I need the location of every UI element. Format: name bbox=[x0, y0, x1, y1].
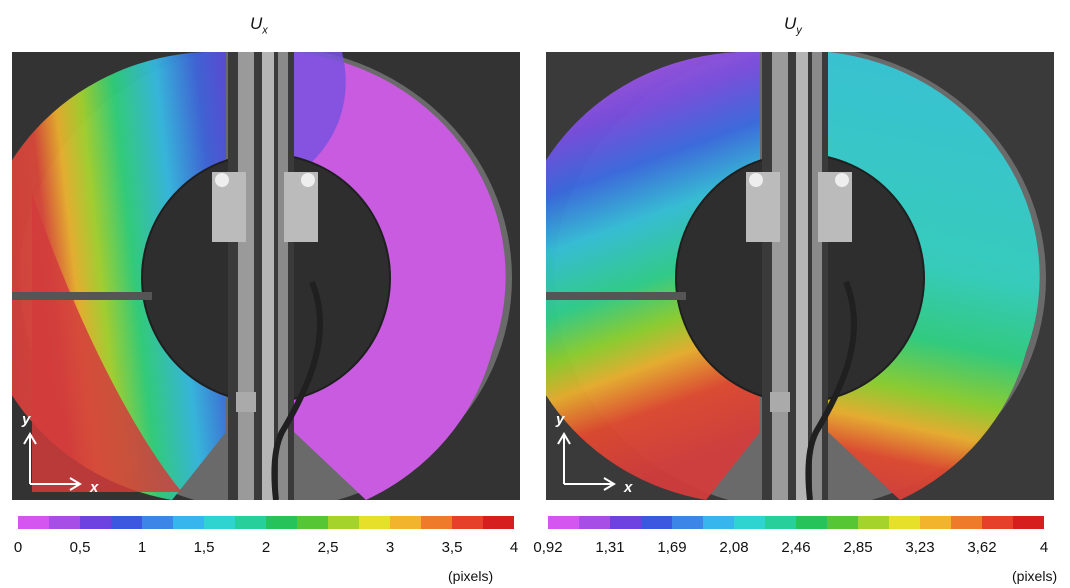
colorbar-swatch bbox=[359, 516, 390, 529]
colorbar-tick-label: 3 bbox=[385, 539, 395, 556]
ux-axis-x-label: x bbox=[89, 479, 99, 496]
colorbar-tick-label: 0,92 bbox=[533, 539, 563, 556]
colorbar-swatch bbox=[548, 516, 579, 529]
colorbar-swatch bbox=[641, 516, 672, 529]
colorbar-swatch bbox=[672, 516, 703, 529]
uy-colorbar-ticks: 0,92 1,31 1,69 2,08 2,46 2,85 3,23 3,62 4 bbox=[533, 539, 1048, 559]
colorbar-swatch bbox=[827, 516, 858, 529]
uy-axis-arrows bbox=[557, 432, 616, 491]
colorbar-swatch bbox=[734, 516, 765, 529]
ux-title: Ux bbox=[250, 14, 268, 37]
ux-axis-arrows bbox=[23, 432, 82, 491]
colorbar-swatch bbox=[18, 516, 49, 529]
colorbar-swatch bbox=[297, 516, 328, 529]
colorbar-swatch bbox=[703, 516, 734, 529]
colorbar-swatch bbox=[951, 516, 982, 529]
colorbar-tick-label: 2,85 bbox=[843, 539, 873, 556]
colorbar-tick-label: 2,46 bbox=[781, 539, 811, 556]
ux-colorbar bbox=[18, 516, 514, 529]
uy-axis-x-label: x bbox=[623, 479, 633, 496]
colorbar-tick-label: 3,5 bbox=[441, 539, 463, 556]
colorbar-swatch bbox=[483, 516, 514, 529]
colorbar-swatch bbox=[111, 516, 142, 529]
colorbar-swatch bbox=[982, 516, 1013, 529]
colorbar-swatch bbox=[173, 516, 204, 529]
colorbar-swatch bbox=[328, 516, 359, 529]
colorbar-tick-label: 2,08 bbox=[719, 539, 749, 556]
colorbar-tick-label: 1,69 bbox=[657, 539, 687, 556]
colorbar-tick-label: 3,23 bbox=[905, 539, 935, 556]
uy-title: Uy bbox=[784, 14, 802, 37]
colorbar-tick-label: 2 bbox=[261, 539, 271, 556]
colorbar-swatch bbox=[421, 516, 452, 529]
colorbar-swatch bbox=[390, 516, 421, 529]
colorbar-swatch bbox=[796, 516, 827, 529]
colorbar-swatch bbox=[1013, 516, 1044, 529]
colorbar-tick-label: 1,31 bbox=[595, 539, 625, 556]
colorbar-swatch bbox=[579, 516, 610, 529]
colorbar-tick-label: 4 bbox=[509, 539, 519, 556]
colorbar-tick-label: 3,62 bbox=[967, 539, 997, 556]
colorbar-swatch bbox=[204, 516, 235, 529]
ux-unit-label: (pixels) bbox=[448, 568, 494, 584]
uy-colorbar bbox=[548, 516, 1044, 529]
colorbar-swatch bbox=[889, 516, 920, 529]
colorbar-swatch bbox=[80, 516, 111, 529]
colorbar-swatch bbox=[49, 516, 80, 529]
ux-axis-y-label: y bbox=[21, 411, 31, 428]
ux-displacement-image: y x bbox=[12, 52, 520, 500]
uy-panel: Uy bbox=[533, 0, 1058, 588]
ux-panel: Ux bbox=[0, 0, 520, 588]
colorbar-swatch bbox=[765, 516, 796, 529]
colorbar-swatch bbox=[610, 516, 641, 529]
uy-unit-label: (pixels) bbox=[1012, 568, 1058, 584]
uy-axis-y-label: y bbox=[555, 411, 565, 428]
colorbar-swatch bbox=[858, 516, 889, 529]
ux-colorbar-ticks: 0 0,5 1 1,5 2 2,5 3 3,5 4 bbox=[14, 539, 518, 559]
colorbar-tick-label: 2,5 bbox=[317, 539, 339, 556]
colorbar-swatch bbox=[452, 516, 483, 529]
colorbar-tick-label: 1 bbox=[137, 539, 147, 556]
colorbar-tick-label: 4 bbox=[1039, 539, 1049, 556]
colorbar-tick-label: 0 bbox=[13, 539, 23, 556]
colorbar-tick-label: 1,5 bbox=[193, 539, 215, 556]
colorbar-swatch bbox=[920, 516, 951, 529]
colorbar-swatch bbox=[266, 516, 297, 529]
colorbar-swatch bbox=[235, 516, 266, 529]
uy-displacement-image: y x bbox=[546, 52, 1054, 500]
colorbar-tick-label: 0,5 bbox=[69, 539, 91, 556]
colorbar-swatch bbox=[142, 516, 173, 529]
